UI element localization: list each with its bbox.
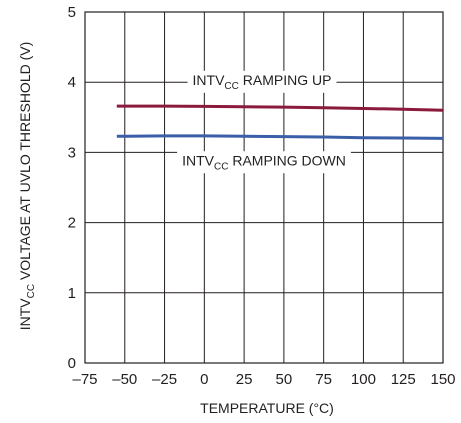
y-tick-label: 5 — [68, 4, 76, 21]
x-axis-title: TEMPERATURE (°C) — [200, 400, 334, 416]
plot-frame — [84, 11, 444, 364]
y-tick-label: 1 — [68, 285, 76, 302]
series-label-ramping-down: INTVCC RAMPING DOWN — [182, 152, 346, 172]
x-tick-label: –50 — [112, 371, 137, 388]
x-tick-label: 25 — [236, 371, 253, 388]
series-label-background — [187, 70, 337, 93]
x-tick-label: –25 — [152, 371, 177, 388]
series-layer — [116, 104, 444, 140]
y-tick-label: 0 — [68, 355, 76, 372]
series-labels: INTVCC RAMPING UP INTVCC RAMPING DOWN — [177, 70, 351, 174]
x-tick-labels: –75 –50 –25 0 25 50 75 100 125 150 — [72, 371, 455, 388]
grid — [85, 12, 443, 363]
series-line-ramping-down — [116, 134, 444, 140]
x-tick-label: 125 — [391, 371, 416, 388]
plot-border — [84, 11, 444, 364]
series-label-background — [177, 151, 351, 174]
series-label-ramping-up: INTVCC RAMPING UP — [193, 72, 332, 92]
y-axis-title-sub: CC — [26, 284, 37, 298]
y-axis-title-main: INTV — [17, 298, 33, 331]
x-tick-label: 75 — [315, 371, 332, 388]
x-tick-label: 50 — [276, 371, 293, 388]
y-axis-title: INTVCC VOLTAGE AT UVLO THRESHOLD (V) — [17, 42, 37, 331]
y-tick-label: 4 — [68, 74, 76, 91]
series-line-ramping-up — [116, 104, 444, 112]
x-tick-label: –75 — [72, 371, 97, 388]
y-axis-title-rest: VOLTAGE AT UVLO THRESHOLD (V) — [17, 42, 33, 284]
x-tick-label: 150 — [430, 371, 455, 388]
y-tick-label: 2 — [68, 215, 76, 232]
x-tick-label: 0 — [200, 371, 208, 388]
y-tick-labels: 0 1 2 3 4 5 — [68, 4, 76, 372]
x-tick-label: 100 — [351, 371, 376, 388]
y-tick-label: 3 — [68, 144, 76, 161]
